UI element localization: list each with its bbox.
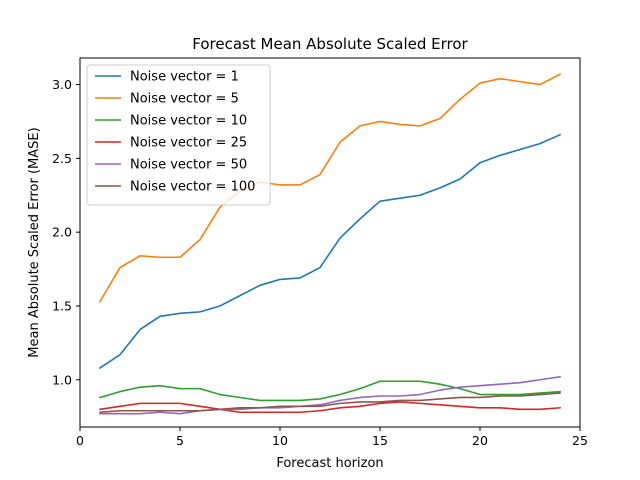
y-tick-label: 2.0 [52,225,72,240]
y-tick-label: 3.0 [52,77,72,92]
legend-label: Noise vector = 5 [130,92,239,107]
y-tick-label: 1.5 [52,298,72,313]
legend-box [86,64,271,206]
legend-item: Noise vector = 25 [95,136,247,151]
series-line-4 [99,401,561,414]
x-tick-label: 25 [572,433,588,448]
x-tick-label: 20 [472,433,488,448]
x-tick-label: 10 [272,433,288,448]
axes-frame [79,57,581,428]
y-axis-label: Mean Absolute Scaled Error (MASE) [27,127,42,357]
legend-label: Noise vector = 25 [130,136,247,151]
y-tick-label: 1.0 [52,372,72,387]
legend-label: Noise vector = 100 [130,180,255,195]
x-tick-label: 15 [372,433,388,448]
series-line-2 [98,73,562,303]
legend: Noise vector = 1 Noise vector = 5 Noise ve… [86,64,271,206]
x-tick-label: 0 [76,433,84,448]
legend-label: Noise vector = 10 [130,114,247,129]
series-line-3 [99,380,561,402]
series-line-1 [98,133,562,370]
y-tick-label: 2.5 [52,151,72,166]
legend-item: Noise vector = 5 [95,92,239,107]
x-axis-ticks: 0 5 10 15 20 25 [76,427,588,448]
x-tick-label: 5 [176,433,184,448]
chart-title: Forecast Mean Absolute Scaled Error [192,35,468,53]
series-line-6 [99,392,561,414]
series-line-5 [99,375,561,415]
legend-label: Noise vector = 50 [130,158,247,173]
legend-item: Noise vector = 10 [95,114,247,129]
x-axis-label: Forecast horizon [276,456,383,471]
legend-item: Noise vector = 100 [95,180,255,195]
legend-item: Noise vector = 1 [95,70,239,85]
legend-label: Noise vector = 1 [130,70,239,85]
legend-item: Noise vector = 50 [95,158,247,173]
series-layer [98,73,562,415]
y-axis-ticks: 1.0 1.5 2.0 2.5 3.0 [52,77,80,387]
